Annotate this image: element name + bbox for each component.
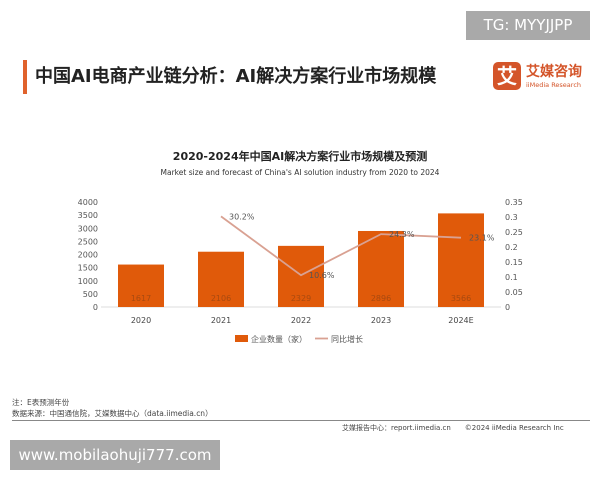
x-axis-tick: 2021 <box>211 316 231 325</box>
note: 注：E表预测年份 <box>12 398 70 407</box>
right-axis-tick: 0.2 <box>505 243 518 252</box>
left-axis-tick: 2500 <box>78 237 98 246</box>
left-axis-tick: 500 <box>83 290 98 299</box>
right-axis-tick: 0.05 <box>505 288 523 297</box>
x-axis-tick: 2022 <box>291 316 311 325</box>
x-axis-tick: 2023 <box>371 316 391 325</box>
left-axis-tick: 4000 <box>78 198 98 207</box>
right-axis-tick: 0.15 <box>505 258 523 267</box>
bar-value-label: 2329 <box>291 294 311 303</box>
left-axis-tick: 1500 <box>78 264 98 273</box>
footer-text: 艾媒报告中心：report.iimedia.cn ©2024 iiMedia R… <box>342 424 564 432</box>
right-axis-tick: 0.35 <box>505 198 523 207</box>
right-axis-tick: 0.1 <box>505 273 518 282</box>
x-axis-tick: 2024E <box>448 316 473 325</box>
logo-text-en: iiMedia Research <box>526 81 582 89</box>
growth-line <box>220 215 462 277</box>
title-accent-bar <box>23 60 27 94</box>
bar <box>118 264 164 307</box>
bar-value-label: 3566 <box>451 294 471 303</box>
left-axis-tick: 3500 <box>78 211 98 220</box>
left-axis-tick: 3000 <box>78 224 98 233</box>
legend-line-label: 同比增长 <box>331 334 363 344</box>
left-axis-tick: 2000 <box>78 251 98 260</box>
chart-subtitle: Market size and forecast of China's AI s… <box>160 168 440 177</box>
bar <box>278 245 324 307</box>
bar-value-label: 2896 <box>371 294 391 303</box>
growth-label: 30.2% <box>229 212 255 221</box>
watermark-url: www.mobilaohuji777.com <box>10 440 220 470</box>
source: 数据来源：中国通信院，艾媒数据中心（data.iimedia.cn） <box>12 409 213 418</box>
legend-bar-swatch <box>235 335 248 342</box>
page-title: 中国AI电商产业链分析：AI解决方案行业市场规模 <box>35 66 437 87</box>
bar-value-label: 1617 <box>131 294 151 303</box>
footer-divider <box>12 420 590 421</box>
logo-text-cn: 艾媒咨询 <box>526 64 582 80</box>
right-axis-tick: 0 <box>505 303 510 312</box>
logo-icon: 艾 <box>493 62 521 90</box>
bar <box>198 251 244 307</box>
bar-value-label: 2106 <box>211 294 231 303</box>
growth-label: 10.6% <box>309 271 335 280</box>
right-axis-tick: 0.3 <box>505 213 518 222</box>
right-axis-tick: 0.25 <box>505 228 523 237</box>
growth-label: 24.3% <box>389 230 415 239</box>
bar <box>438 213 484 307</box>
chart: 0 500 1000 1500 2000 2500 3000 3500 4000 0 0.05 0.1… <box>78 198 523 344</box>
left-axis-tick: 0 <box>93 303 98 312</box>
legend-bar-label: 企业数量（家） <box>251 334 307 344</box>
bar <box>358 230 404 307</box>
growth-label: 23.1% <box>469 234 495 243</box>
chart-title: 2020-2024年中国AI解决方案行业市场规模及预测 <box>172 150 428 163</box>
left-axis-tick: 1000 <box>78 277 98 286</box>
watermark-tg: TG: MYYJJPP <box>466 11 590 40</box>
x-axis-tick: 2020 <box>131 316 151 325</box>
